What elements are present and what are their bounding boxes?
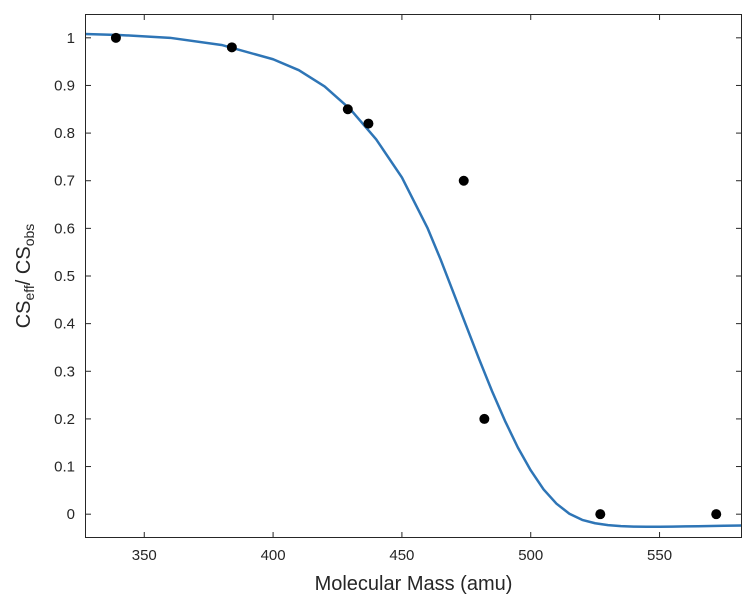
axes-box bbox=[85, 14, 742, 538]
data-point bbox=[226, 42, 237, 53]
axes: 350 400 450 500 550 0 0.1 0.2 0.3 0.4 0.5 0.6 0.7 0.8… bbox=[54, 14, 742, 564]
data-point bbox=[342, 104, 353, 115]
y-axis-label-subscript: obs bbox=[21, 224, 37, 247]
y-tick-label: 0.8 bbox=[54, 125, 75, 142]
data-point bbox=[363, 118, 374, 129]
data-point bbox=[110, 32, 121, 43]
x-axis-label: Molecular Mass (amu) bbox=[315, 573, 513, 595]
data-point bbox=[711, 509, 722, 520]
y-tick-label: 0.3 bbox=[54, 363, 75, 380]
y-tick-label: 0 bbox=[67, 506, 75, 523]
y-axis-label: CSeff/ CSobs bbox=[13, 224, 37, 329]
y-tick-label: 1 bbox=[67, 30, 75, 47]
y-axis-label-subscript: eff bbox=[21, 285, 37, 300]
y-tick-label: 0.7 bbox=[54, 173, 75, 190]
y-tick-label: 0.6 bbox=[54, 220, 75, 237]
plot-area bbox=[85, 32, 742, 529]
x-tick-label: 450 bbox=[389, 547, 414, 564]
x-tick-label: 400 bbox=[261, 547, 286, 564]
y-axis-label-text: CS bbox=[13, 301, 35, 329]
y-tick-label: 0.1 bbox=[54, 459, 75, 476]
x-tick-label: 500 bbox=[518, 547, 543, 564]
data-point bbox=[479, 413, 490, 424]
x-tick-label: 350 bbox=[132, 547, 157, 564]
y-tick-label: 0.2 bbox=[54, 411, 75, 428]
fit-curve-line bbox=[85, 32, 742, 529]
y-tick-label: 0.4 bbox=[54, 316, 75, 333]
y-tick-label: 0.9 bbox=[54, 77, 75, 94]
data-point bbox=[458, 175, 469, 186]
x-tick-label: 550 bbox=[647, 547, 672, 564]
y-tick-label: 0.5 bbox=[54, 268, 75, 285]
data-point bbox=[595, 509, 606, 520]
y-axis-label-text: / CS bbox=[13, 246, 35, 285]
